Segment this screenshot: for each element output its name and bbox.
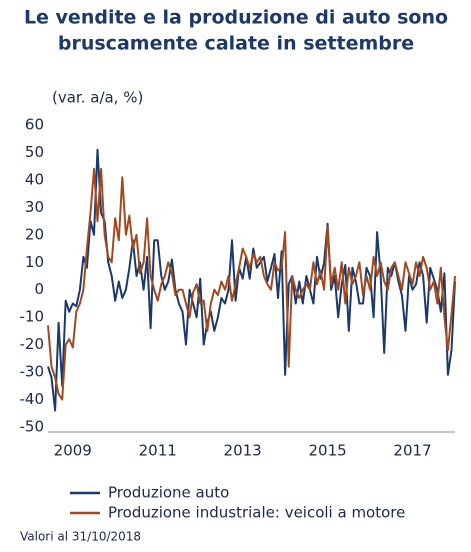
y-tick-label: -10 [20, 308, 45, 326]
x-tick-label: 2017 [393, 442, 431, 460]
y-tick-label: 20 [25, 225, 44, 243]
y-tick-label: 0 [34, 280, 44, 298]
y-tick-label: -20 [20, 335, 45, 353]
y-tick-label: -40 [20, 390, 45, 408]
line [47, 167, 456, 401]
y-tick-label: 30 [25, 198, 44, 216]
footnote: Valori al 31/10/2018 [20, 530, 141, 544]
x-tick-label: 2009 [54, 442, 92, 460]
y-tick-label: 10 [25, 253, 44, 271]
y-tick-label: -30 [20, 363, 45, 381]
y-tick-label: -50 [20, 418, 45, 436]
legend-label: Produzione auto [108, 484, 229, 502]
y-tick-label: 50 [25, 143, 44, 161]
chart-title: bruscamente calate in settembre [58, 33, 414, 55]
x-tick-label: 2015 [308, 442, 346, 460]
y-tick-label: 40 [25, 170, 44, 188]
y-axis-label: (var. a/a, %) [52, 89, 143, 107]
x-tick-label: 2013 [224, 442, 262, 460]
line [47, 148, 456, 412]
chart-title: Le vendite e la produzione di auto sono [24, 7, 448, 29]
y-tick-label: 60 [25, 116, 44, 134]
legend-label: Produzione industriale: veicoli a motore [108, 504, 405, 522]
x-tick-label: 2011 [139, 442, 177, 460]
